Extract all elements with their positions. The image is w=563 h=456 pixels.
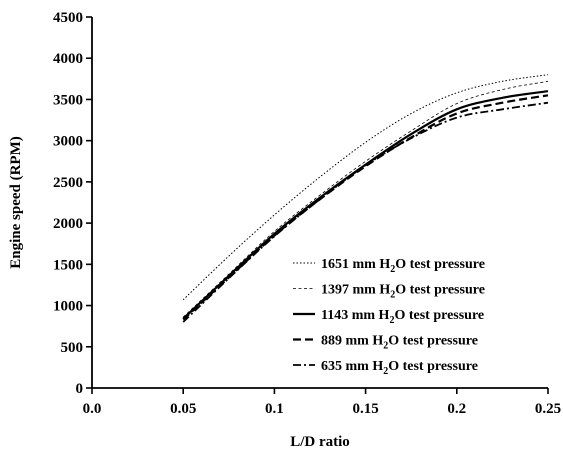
plot-area: 0 500 1000 1500 2000 2500 3000 3500 4000 4500 0.0… [53, 10, 561, 417]
legend-item: 1397 mm H2O test pressure [293, 283, 485, 301]
series-lines [182, 74, 549, 323]
legend-label: 1143 mm H2O test pressure [321, 308, 484, 326]
series-line-1 [182, 74, 549, 301]
legend-label: 635 mm H2O test pressure [321, 359, 478, 377]
legend-label-prefix: 889 mm H [321, 334, 383, 349]
legend-label-subscript: 2 [383, 366, 388, 377]
legend-label-suffix: O test pressure [395, 283, 485, 298]
legend-item: 889 mm H2O test pressure [293, 334, 478, 352]
series-line-2 [182, 80, 549, 318]
legend-label-suffix: O test pressure [388, 359, 478, 374]
y-tick-label: 3500 [53, 92, 83, 108]
legend-label-suffix: O test pressure [394, 308, 484, 323]
y-axis-title: Engine speed (RPM) [8, 136, 24, 269]
legend-item: 635 mm H2O test pressure [293, 359, 478, 377]
series-line-5 [182, 101, 549, 323]
x-tick-label: 0.25 [535, 401, 561, 417]
x-tick-label: 0.05 [170, 401, 196, 417]
y-tick-label: 4500 [53, 10, 83, 26]
legend-item: 1651 mm H2O test pressure [293, 257, 485, 275]
legend-label-suffix: O test pressure [395, 257, 485, 272]
y-tick-label: 4000 [53, 51, 83, 67]
y-tick-label: 1000 [53, 299, 83, 315]
y-tick-label: 3000 [53, 134, 83, 150]
legend-label: 1397 mm H2O test pressure [321, 283, 485, 301]
x-tick-label: 0.1 [265, 401, 284, 417]
legend-label-prefix: 635 mm H [321, 359, 383, 374]
series-line-4 [182, 94, 549, 321]
y-tick-label: 2500 [53, 175, 83, 191]
legend-label-subscript: 2 [383, 341, 388, 352]
x-axis-ticks: 0.0 0.05 0.1 0.15 0.2 0.25 [83, 388, 561, 417]
legend-label-subscript: 2 [390, 290, 395, 301]
legend-label: 1651 mm H2O test pressure [321, 257, 485, 275]
legend-label-subscript: 2 [389, 315, 394, 326]
y-axis-ticks: 0 500 1000 1500 2000 2500 3000 3500 4000 4500 [53, 10, 92, 397]
legend-item: 1143 mm H2O test pressure [293, 308, 484, 326]
y-tick-label: 0 [76, 381, 84, 397]
y-tick-label: 1500 [53, 257, 83, 273]
legend-label-prefix: 1143 mm H [321, 308, 390, 323]
legend-label-prefix: 1651 mm H [321, 257, 390, 272]
y-tick-label: 500 [61, 340, 84, 356]
legend-label: 889 mm H2O test pressure [321, 334, 478, 352]
legend-label-subscript: 2 [390, 264, 395, 275]
x-axis-title: L/D ratio [290, 434, 350, 450]
x-tick-label: 0.0 [83, 401, 102, 417]
x-tick-label: 0.15 [352, 401, 378, 417]
y-tick-label: 2000 [53, 216, 83, 232]
x-tick-label: 0.2 [447, 401, 466, 417]
legend-label-prefix: 1397 mm H [321, 283, 390, 298]
legend-label-suffix: O test pressure [388, 334, 478, 349]
